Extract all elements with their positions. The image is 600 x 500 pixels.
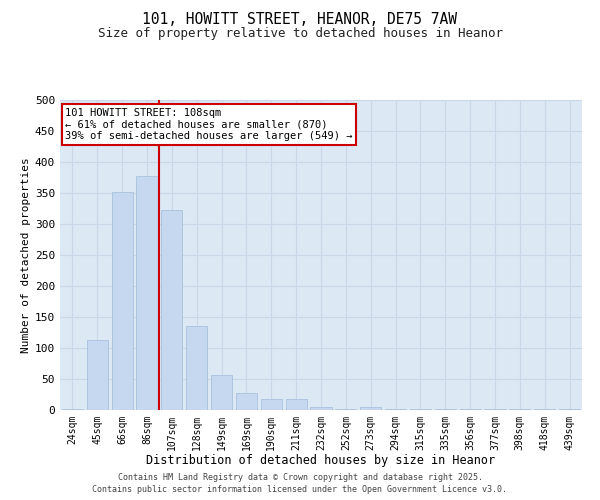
Bar [136,176,158,410]
Y-axis label: Number of detached properties: Number of detached properties [21,157,31,353]
Text: Contains public sector information licensed under the Open Government Licence v3: Contains public sector information licen… [92,484,508,494]
Bar [360,407,381,410]
Bar [211,374,232,410]
Text: Size of property relative to detached houses in Heanor: Size of property relative to detached ho… [97,28,503,40]
Bar [161,210,182,410]
Bar [261,400,282,410]
Text: 101 HOWITT STREET: 108sqm
← 61% of detached houses are smaller (870)
39% of semi: 101 HOWITT STREET: 108sqm ← 61% of detac… [65,108,353,141]
Bar [236,394,257,410]
Bar [112,192,133,410]
Text: 101, HOWITT STREET, HEANOR, DE75 7AW: 101, HOWITT STREET, HEANOR, DE75 7AW [143,12,458,28]
Bar [87,340,108,410]
X-axis label: Distribution of detached houses by size in Heanor: Distribution of detached houses by size … [146,454,496,468]
Text: Contains HM Land Registry data © Crown copyright and database right 2025.: Contains HM Land Registry data © Crown c… [118,473,482,482]
Bar [186,326,207,410]
Bar [286,400,307,410]
Bar [310,407,332,410]
